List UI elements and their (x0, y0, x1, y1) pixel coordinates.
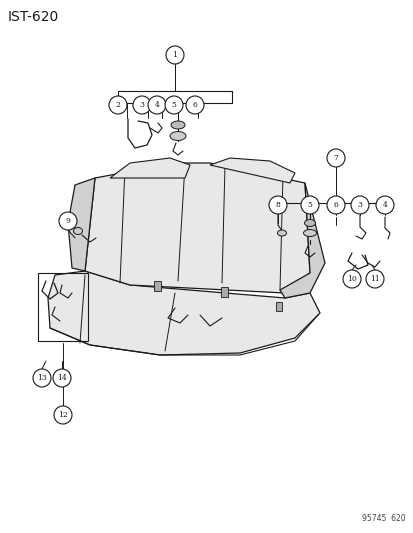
Circle shape (59, 212, 77, 230)
Circle shape (53, 369, 71, 387)
Text: 5: 5 (171, 101, 176, 109)
Text: 12: 12 (58, 411, 68, 419)
Ellipse shape (277, 230, 286, 236)
Ellipse shape (304, 220, 315, 227)
Text: 4: 4 (382, 201, 387, 209)
Bar (275, 302, 281, 311)
Circle shape (300, 196, 318, 214)
Circle shape (326, 196, 344, 214)
Polygon shape (209, 158, 294, 183)
Circle shape (326, 149, 344, 167)
Circle shape (350, 196, 368, 214)
Polygon shape (110, 158, 190, 178)
Circle shape (365, 270, 383, 288)
Text: 9: 9 (65, 217, 70, 225)
Bar (154, 281, 161, 291)
Text: 2: 2 (115, 101, 120, 109)
Circle shape (147, 96, 166, 114)
Text: 13: 13 (37, 374, 47, 382)
Text: 3: 3 (139, 101, 144, 109)
Ellipse shape (171, 121, 185, 129)
Polygon shape (279, 183, 324, 298)
Text: 95745  620: 95745 620 (361, 514, 405, 523)
Polygon shape (48, 271, 319, 355)
Text: 4: 4 (154, 101, 159, 109)
Circle shape (33, 369, 51, 387)
Polygon shape (85, 163, 309, 293)
Bar (221, 287, 228, 297)
Ellipse shape (74, 228, 82, 235)
Circle shape (109, 96, 127, 114)
Polygon shape (68, 178, 95, 271)
Circle shape (165, 96, 183, 114)
Text: 8: 8 (275, 201, 280, 209)
Text: 10: 10 (346, 275, 356, 283)
Text: 14: 14 (57, 374, 67, 382)
Ellipse shape (170, 132, 185, 141)
Text: 11: 11 (369, 275, 379, 283)
Text: IST-620: IST-620 (8, 10, 59, 24)
Text: 6: 6 (333, 201, 337, 209)
Text: 6: 6 (192, 101, 197, 109)
Text: 5: 5 (307, 201, 312, 209)
Circle shape (268, 196, 286, 214)
Text: 7: 7 (333, 154, 337, 162)
Text: 3: 3 (357, 201, 362, 209)
Circle shape (185, 96, 204, 114)
Ellipse shape (303, 230, 316, 237)
Circle shape (342, 270, 360, 288)
Text: 1: 1 (172, 51, 177, 59)
Circle shape (375, 196, 393, 214)
Circle shape (166, 46, 183, 64)
Circle shape (54, 406, 72, 424)
Circle shape (133, 96, 151, 114)
